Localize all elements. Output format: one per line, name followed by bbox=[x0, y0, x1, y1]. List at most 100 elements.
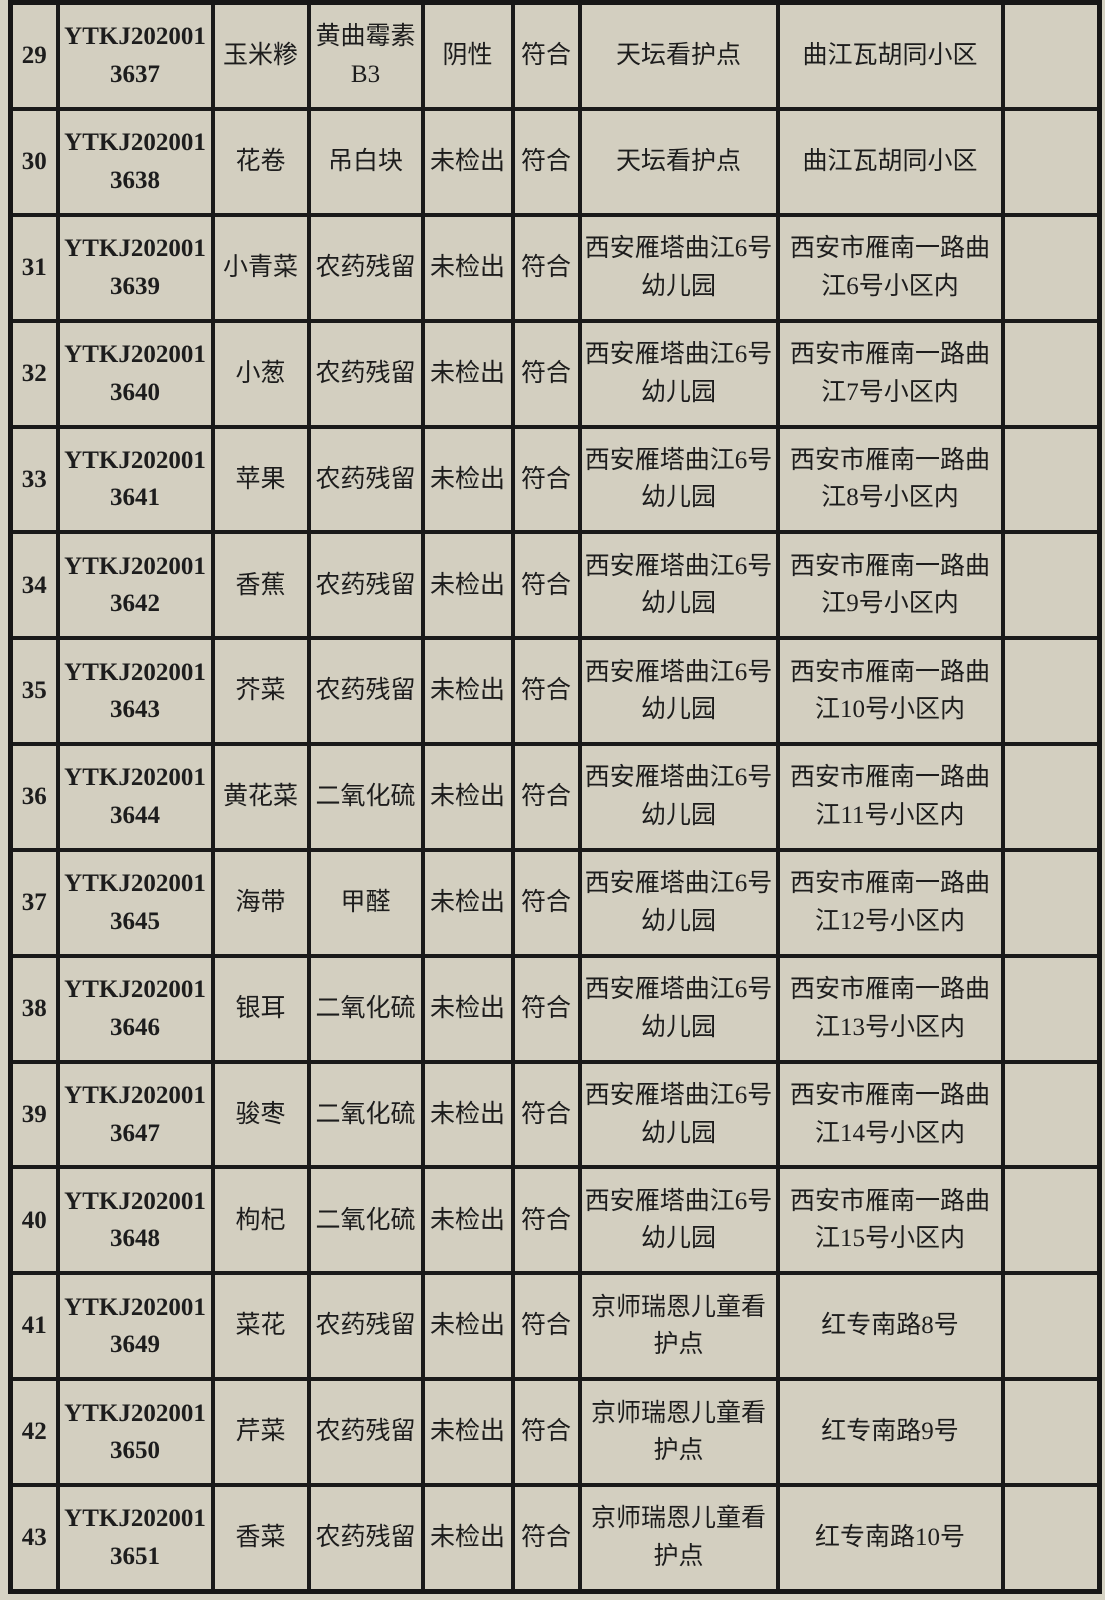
cell-sample-name: 骏枣 bbox=[210, 1059, 311, 1170]
cell-address: 西安市雁南一路曲江15号小区内 bbox=[775, 1165, 1005, 1276]
cell-conclusion: 符合 bbox=[510, 424, 582, 535]
sample-id-line-2: 3640 bbox=[110, 378, 160, 406]
cell-row-number: 33 bbox=[8, 424, 60, 535]
cell-test-result: 未检出 bbox=[420, 1165, 515, 1276]
cell-sample-name: 苹果 bbox=[210, 424, 311, 535]
cell-row-number: 41 bbox=[8, 1271, 60, 1382]
cell-remark bbox=[1000, 742, 1102, 852]
cell-test-result: 未检出 bbox=[420, 636, 515, 747]
sample-id-line-2: 3649 bbox=[110, 1331, 160, 1359]
table-row: 38 YTKJ202001 3646 银耳 二氧化硫 未检出 符合 西安雁塔曲江… bbox=[8, 953, 1102, 1064]
cell-sampling-location: 京师瑞恩儿童看护点 bbox=[577, 1482, 780, 1594]
sample-id-line-2: 3651 bbox=[110, 1542, 160, 1570]
cell-sampling-location: 天坛看护点 bbox=[577, 0, 780, 111]
cell-conclusion: 符合 bbox=[510, 953, 582, 1064]
cell-test-item: 二氧化硫 bbox=[306, 953, 425, 1064]
cell-row-number: 31 bbox=[8, 212, 60, 323]
sample-id-line-1: YTKJ202001 bbox=[64, 1293, 206, 1321]
cell-sample-id: YTKJ202001 3649 bbox=[55, 1271, 215, 1382]
table-row: 32 YTKJ202001 3640 小葱 农药残留 未检出 符合 西安雁塔曲江… bbox=[8, 318, 1102, 429]
cell-sample-id: YTKJ202001 3650 bbox=[55, 1377, 215, 1487]
cell-sampling-location: 京师瑞恩儿童看护点 bbox=[577, 1377, 780, 1487]
cell-test-item: 吊白块 bbox=[306, 106, 425, 217]
cell-sampling-location: 西安雁塔曲江6号幼儿园 bbox=[577, 742, 780, 852]
cell-remark bbox=[1000, 106, 1102, 217]
cell-sample-name: 海带 bbox=[210, 847, 311, 958]
cell-address: 西安市雁南一路曲江6号小区内 bbox=[775, 212, 1005, 323]
table-row: 40 YTKJ202001 3648 枸杞 二氧化硫 未检出 符合 西安雁塔曲江… bbox=[8, 1165, 1102, 1276]
cell-test-result: 未检出 bbox=[420, 1271, 515, 1382]
cell-sample-name: 香蕉 bbox=[210, 530, 311, 641]
table-row: 37 YTKJ202001 3645 海带 甲醛 未检出 符合 西安雁塔曲江6号… bbox=[8, 847, 1102, 958]
sample-id-line-2: 3648 bbox=[110, 1225, 160, 1253]
cell-sample-id: YTKJ202001 3645 bbox=[55, 847, 215, 958]
cell-row-number: 36 bbox=[8, 742, 60, 852]
sample-id-line-2: 3650 bbox=[110, 1437, 160, 1465]
cell-sampling-location: 西安雁塔曲江6号幼儿园 bbox=[577, 1165, 780, 1276]
cell-test-item: 农药残留 bbox=[306, 318, 425, 429]
cell-sampling-location: 西安雁塔曲江6号幼儿园 bbox=[577, 953, 780, 1064]
cell-test-item: 农药残留 bbox=[306, 636, 425, 747]
sample-id-line-1: YTKJ202001 bbox=[64, 23, 206, 51]
cell-conclusion: 符合 bbox=[510, 318, 582, 429]
table-row: 33 YTKJ202001 3641 苹果 农药残留 未检出 符合 西安雁塔曲江… bbox=[8, 424, 1102, 535]
sample-id-line-2: 3642 bbox=[110, 590, 160, 618]
cell-sample-name: 小青菜 bbox=[210, 212, 311, 323]
cell-conclusion: 符合 bbox=[510, 1165, 582, 1276]
cell-sampling-location: 西安雁塔曲江6号幼儿园 bbox=[577, 1059, 780, 1170]
cell-conclusion: 符合 bbox=[510, 636, 582, 747]
cell-sample-id: YTKJ202001 3641 bbox=[55, 424, 215, 535]
cell-remark bbox=[1000, 847, 1102, 958]
cell-remark bbox=[1000, 1165, 1102, 1276]
cell-sample-id: YTKJ202001 3637 bbox=[55, 0, 215, 111]
cell-remark bbox=[1000, 1377, 1102, 1487]
cell-conclusion: 符合 bbox=[510, 1377, 582, 1487]
cell-test-item: 二氧化硫 bbox=[306, 1059, 425, 1170]
sample-id-line-1: YTKJ202001 bbox=[64, 764, 206, 792]
cell-sample-id: YTKJ202001 3648 bbox=[55, 1165, 215, 1276]
cell-remark bbox=[1000, 636, 1102, 747]
cell-conclusion: 符合 bbox=[510, 1482, 582, 1594]
cell-address: 曲江瓦胡同小区 bbox=[775, 106, 1005, 217]
cell-sample-id: YTKJ202001 3640 bbox=[55, 318, 215, 429]
sample-id-line-1: YTKJ202001 bbox=[64, 976, 206, 1004]
cell-row-number: 35 bbox=[8, 636, 60, 747]
cell-row-number: 39 bbox=[8, 1059, 60, 1170]
sample-id-line-2: 3644 bbox=[110, 801, 160, 829]
cell-sampling-location: 西安雁塔曲江6号幼儿园 bbox=[577, 212, 780, 323]
cell-address: 红专南路9号 bbox=[775, 1377, 1005, 1487]
sampling-results-table: 29 YTKJ202001 3637 玉米糁 黄曲霉素B3 阴性 符合 天坛看护… bbox=[8, 0, 1102, 1594]
table-row: 39 YTKJ202001 3647 骏枣 二氧化硫 未检出 符合 西安雁塔曲江… bbox=[8, 1059, 1102, 1170]
cell-sample-name: 菜花 bbox=[210, 1271, 311, 1382]
cell-sample-name: 芥菜 bbox=[210, 636, 311, 747]
sample-id-line-1: YTKJ202001 bbox=[64, 1399, 206, 1427]
cell-sample-id: YTKJ202001 3642 bbox=[55, 530, 215, 641]
cell-row-number: 29 bbox=[8, 0, 60, 111]
cell-test-item: 黄曲霉素B3 bbox=[306, 0, 425, 111]
cell-remark bbox=[1000, 318, 1102, 429]
cell-sample-name: 小葱 bbox=[210, 318, 311, 429]
sample-id-line-1: YTKJ202001 bbox=[64, 658, 206, 686]
table-row: 42 YTKJ202001 3650 芹菜 农药残留 未检出 符合 京师瑞恩儿童… bbox=[8, 1377, 1102, 1487]
cell-remark bbox=[1000, 1059, 1102, 1170]
cell-test-result: 未检出 bbox=[420, 742, 515, 852]
cell-test-result: 未检出 bbox=[420, 212, 515, 323]
sample-id-line-2: 3639 bbox=[110, 272, 160, 300]
cell-test-result: 未检出 bbox=[420, 1377, 515, 1487]
cell-address: 曲江瓦胡同小区 bbox=[775, 0, 1005, 111]
cell-address: 西安市雁南一路曲江8号小区内 bbox=[775, 424, 1005, 535]
cell-sample-name: 银耳 bbox=[210, 953, 311, 1064]
cell-test-item: 二氧化硫 bbox=[306, 742, 425, 852]
cell-address: 红专南路8号 bbox=[775, 1271, 1005, 1382]
cell-address: 西安市雁南一路曲江12号小区内 bbox=[775, 847, 1005, 958]
cell-test-item: 甲醛 bbox=[306, 847, 425, 958]
cell-sample-name: 芹菜 bbox=[210, 1377, 311, 1487]
cell-remark bbox=[1000, 530, 1102, 641]
sample-id-line-1: YTKJ202001 bbox=[64, 1187, 206, 1215]
cell-sample-id: YTKJ202001 3651 bbox=[55, 1482, 215, 1594]
cell-remark bbox=[1000, 0, 1102, 111]
cell-test-item: 农药残留 bbox=[306, 1271, 425, 1382]
cell-sampling-location: 西安雁塔曲江6号幼儿园 bbox=[577, 424, 780, 535]
cell-address: 红专南路10号 bbox=[775, 1482, 1005, 1594]
